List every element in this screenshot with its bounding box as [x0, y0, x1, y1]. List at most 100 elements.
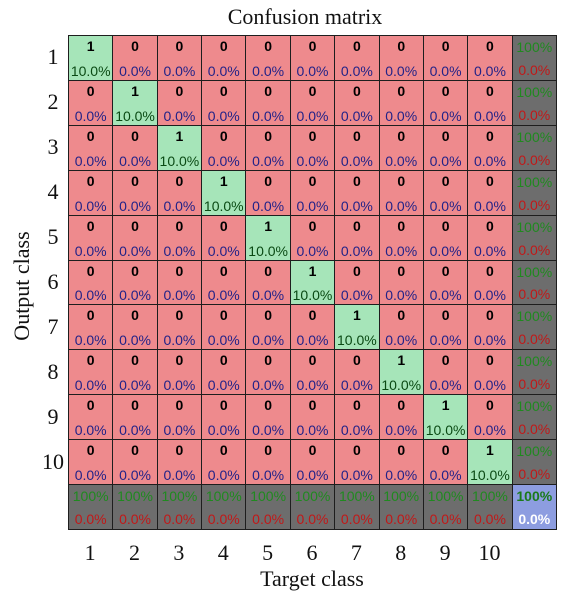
cell-count: 0	[397, 82, 406, 99]
cell-percentage: 0.0%	[163, 242, 196, 259]
matrix-cell: 0 0.0%	[289, 214, 336, 261]
matrix-cell: 0 0.0%	[201, 439, 247, 486]
cell-count: 0	[219, 397, 228, 414]
matrix-cell: 0 0.0%	[334, 214, 380, 261]
matrix-cell: 0 0.0%	[201, 124, 247, 171]
cell-count: 0	[264, 442, 273, 459]
column-tick-label: 1	[84, 540, 96, 565]
matrix-cell: 0 0.0%	[156, 259, 203, 306]
matrix-cell: 0 0.0%	[378, 304, 424, 351]
matrix-cell: 0 0.0%	[467, 349, 513, 396]
cell-count: 0	[441, 127, 450, 144]
matrix-cell: 0 0.0%	[112, 349, 158, 396]
cell-percentage: 10.0%	[292, 287, 333, 304]
cell-count: 0	[486, 38, 494, 54]
cell-percentage: 10.0%	[381, 377, 422, 394]
cell-percentage: 0.0%	[252, 422, 285, 439]
cell-count: 0	[441, 38, 450, 54]
cell-count: 0	[352, 397, 361, 414]
column-summary-error: 0.0%	[340, 510, 373, 527]
matrix-cell: 0 0.0%	[201, 214, 247, 261]
matrix-cell: 0 0.0%	[156, 349, 203, 396]
matrix-cell: 0 0.0%	[245, 349, 291, 396]
row-summary-error: 0.0%	[518, 61, 551, 78]
cell-percentage: 10.0%	[425, 422, 466, 439]
row-summary-cell: 100% 0.0%	[511, 304, 557, 351]
column-summary-error: 0.0%	[74, 510, 107, 527]
row-summary-accuracy: 100%	[516, 128, 553, 145]
matrix-cell: 0 0.0%	[467, 79, 513, 126]
matrix-cell: 0 0.0%	[201, 259, 247, 306]
cell-count: 0	[264, 352, 273, 369]
column-summary-cell: 100% 0.0%	[378, 484, 424, 530]
matrix-cell: 0 0.0%	[334, 169, 380, 216]
column-summary-cell: 100% 0.0%	[156, 484, 203, 530]
cell-count: 0	[264, 172, 273, 189]
matrix-cell: 0 0.0%	[68, 79, 114, 126]
cell-count: 0	[175, 307, 184, 324]
matrix-cell: 0 0.0%	[467, 394, 513, 441]
matrix-cell: 0 0.0%	[201, 349, 247, 396]
cell-count: 0	[352, 38, 361, 54]
cell-count: 0	[219, 262, 228, 279]
matrix-cell: 0 0.0%	[112, 439, 158, 486]
column-tick-label: 5	[262, 540, 274, 565]
row-summary-error: 0.0%	[518, 376, 551, 393]
cell-percentage: 0.0%	[119, 467, 151, 484]
matrix-cell: 0 0.0%	[422, 214, 469, 261]
cell-count: 0	[264, 262, 273, 279]
matrix-cell: 0 0.0%	[156, 214, 203, 261]
cell-percentage: 0.0%	[119, 422, 151, 439]
cell-count: 0	[308, 442, 317, 459]
row-summary-accuracy: 100%	[516, 83, 553, 100]
cell-count: 1	[441, 397, 450, 414]
column-summary-error: 0.0%	[385, 510, 418, 527]
matrix-cell: 0 0.0%	[378, 439, 424, 486]
column-summary-cell: 100% 0.0%	[422, 484, 469, 530]
cell-percentage: 10.0%	[248, 242, 288, 259]
cell-count: 0	[352, 82, 361, 99]
cell-count: 0	[486, 262, 494, 279]
column-tick-label: 7	[350, 540, 362, 565]
matrix-cell: 0 0.0%	[289, 349, 336, 396]
overall-summary-cell: 100% 0.0%	[511, 484, 557, 530]
cell-percentage: 0.0%	[119, 62, 151, 79]
cell-percentage: 0.0%	[385, 152, 418, 169]
row-summary-error: 0.0%	[518, 151, 551, 168]
cell-count: 0	[131, 172, 139, 189]
cell-count: 0	[131, 307, 139, 324]
cell-count: 0	[352, 262, 361, 279]
cell-percentage: 0.0%	[207, 107, 240, 124]
cell-percentage: 0.0%	[74, 287, 107, 304]
cell-percentage: 0.0%	[252, 197, 285, 214]
matrix-cell: 0 0.0%	[245, 169, 291, 216]
matrix-cell: 0 0.0%	[245, 394, 291, 441]
cell-percentage: 0.0%	[252, 377, 285, 394]
cell-count: 0	[308, 307, 317, 324]
cell-count: 0	[352, 442, 361, 459]
cell-count: 0	[486, 352, 494, 369]
cell-count: 0	[264, 397, 273, 414]
cell-percentage: 10.0%	[337, 332, 377, 349]
row-summary-accuracy: 100%	[516, 263, 553, 280]
cell-percentage: 0.0%	[74, 377, 107, 394]
cell-percentage: 0.0%	[340, 467, 373, 484]
cell-percentage: 0.0%	[340, 242, 373, 259]
matrix-cell: 0 0.0%	[289, 304, 336, 351]
cell-count: 1	[397, 352, 406, 369]
cell-percentage: 0.0%	[252, 332, 285, 349]
matrix-cell: 1 10.0%	[467, 439, 513, 486]
cell-percentage: 0.0%	[296, 467, 329, 484]
column-summary-error: 0.0%	[429, 510, 462, 527]
matrix-cell: 0 0.0%	[378, 35, 424, 81]
row-summary-accuracy: 100%	[516, 353, 553, 370]
matrix-cell: 0 0.0%	[68, 124, 114, 171]
column-tick-label: 3	[173, 540, 185, 565]
cell-count: 0	[352, 352, 361, 369]
matrix-cell: 0 0.0%	[68, 214, 114, 261]
matrix-cell: 0 0.0%	[245, 124, 291, 171]
matrix-cell: 0 0.0%	[201, 79, 247, 126]
matrix-cell: 0 0.0%	[112, 259, 158, 306]
matrix-cell: 0 0.0%	[467, 304, 513, 351]
cell-percentage: 0.0%	[385, 242, 418, 259]
